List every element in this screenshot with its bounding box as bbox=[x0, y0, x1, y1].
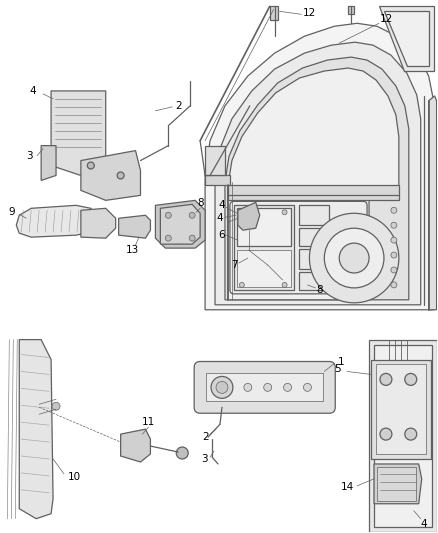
Polygon shape bbox=[160, 204, 200, 244]
Text: 12: 12 bbox=[303, 9, 316, 18]
Circle shape bbox=[244, 383, 252, 391]
Circle shape bbox=[391, 252, 397, 258]
Circle shape bbox=[380, 374, 392, 385]
Circle shape bbox=[405, 374, 417, 385]
Circle shape bbox=[283, 383, 292, 391]
Circle shape bbox=[264, 383, 272, 391]
Circle shape bbox=[216, 382, 228, 393]
Text: 10: 10 bbox=[67, 472, 81, 482]
Polygon shape bbox=[429, 96, 437, 310]
Circle shape bbox=[391, 207, 397, 213]
Polygon shape bbox=[19, 340, 53, 519]
Polygon shape bbox=[228, 185, 399, 200]
Polygon shape bbox=[238, 203, 260, 230]
Circle shape bbox=[189, 212, 195, 218]
Bar bbox=[377, 467, 416, 501]
Circle shape bbox=[165, 235, 171, 241]
Circle shape bbox=[117, 172, 124, 179]
Text: 8: 8 bbox=[197, 198, 203, 208]
Polygon shape bbox=[120, 429, 150, 462]
Circle shape bbox=[324, 228, 384, 288]
Polygon shape bbox=[16, 205, 96, 237]
Text: 11: 11 bbox=[142, 417, 155, 427]
Text: 4: 4 bbox=[420, 519, 427, 529]
Circle shape bbox=[189, 235, 195, 241]
Circle shape bbox=[240, 282, 244, 287]
Bar bbox=[300, 272, 329, 290]
Polygon shape bbox=[374, 464, 422, 504]
Text: 5: 5 bbox=[334, 365, 341, 375]
Polygon shape bbox=[81, 208, 116, 238]
Bar bbox=[376, 365, 426, 454]
FancyBboxPatch shape bbox=[194, 361, 335, 413]
Polygon shape bbox=[215, 42, 421, 305]
Circle shape bbox=[87, 162, 94, 169]
Circle shape bbox=[391, 282, 397, 288]
Polygon shape bbox=[225, 57, 409, 300]
Circle shape bbox=[304, 383, 311, 391]
Text: 13: 13 bbox=[126, 245, 139, 255]
Circle shape bbox=[309, 213, 399, 303]
Text: 8: 8 bbox=[316, 285, 323, 295]
Text: 6: 6 bbox=[219, 230, 225, 240]
Text: 7: 7 bbox=[232, 260, 238, 270]
Polygon shape bbox=[41, 146, 56, 181]
Bar bbox=[371, 360, 431, 459]
Circle shape bbox=[282, 210, 287, 215]
Polygon shape bbox=[228, 68, 399, 300]
Bar bbox=[348, 6, 354, 14]
Bar bbox=[234, 205, 293, 290]
Polygon shape bbox=[51, 91, 106, 175]
Circle shape bbox=[282, 282, 287, 287]
Polygon shape bbox=[384, 11, 429, 66]
Text: 12: 12 bbox=[380, 14, 394, 25]
Text: 14: 14 bbox=[341, 482, 354, 492]
Bar bbox=[270, 6, 278, 20]
Text: 2: 2 bbox=[202, 432, 208, 442]
Circle shape bbox=[240, 210, 244, 215]
Polygon shape bbox=[81, 151, 141, 200]
Circle shape bbox=[391, 267, 397, 273]
Polygon shape bbox=[369, 340, 437, 531]
Circle shape bbox=[391, 222, 397, 228]
Polygon shape bbox=[205, 175, 230, 185]
Bar bbox=[300, 228, 329, 246]
Circle shape bbox=[176, 447, 188, 459]
Polygon shape bbox=[155, 200, 205, 248]
Bar bbox=[300, 249, 329, 269]
Text: 3: 3 bbox=[201, 454, 208, 464]
Text: 2: 2 bbox=[175, 101, 182, 111]
Circle shape bbox=[380, 428, 392, 440]
Text: 9: 9 bbox=[8, 207, 14, 217]
Circle shape bbox=[339, 243, 369, 273]
Circle shape bbox=[165, 212, 171, 218]
Bar bbox=[237, 250, 290, 287]
Text: 4: 4 bbox=[217, 213, 223, 223]
Circle shape bbox=[391, 237, 397, 243]
Text: 1: 1 bbox=[338, 357, 345, 367]
Text: 3: 3 bbox=[26, 151, 32, 160]
Text: 4: 4 bbox=[219, 200, 225, 211]
Text: 4: 4 bbox=[30, 86, 36, 96]
FancyBboxPatch shape bbox=[230, 201, 367, 294]
Bar bbox=[206, 374, 323, 401]
Circle shape bbox=[405, 428, 417, 440]
Polygon shape bbox=[205, 23, 434, 310]
Polygon shape bbox=[379, 6, 434, 71]
Circle shape bbox=[211, 376, 233, 398]
Bar bbox=[237, 208, 290, 246]
Polygon shape bbox=[205, 146, 225, 175]
Bar bbox=[300, 205, 329, 225]
Circle shape bbox=[52, 402, 60, 410]
Polygon shape bbox=[119, 215, 150, 238]
Polygon shape bbox=[374, 345, 431, 527]
